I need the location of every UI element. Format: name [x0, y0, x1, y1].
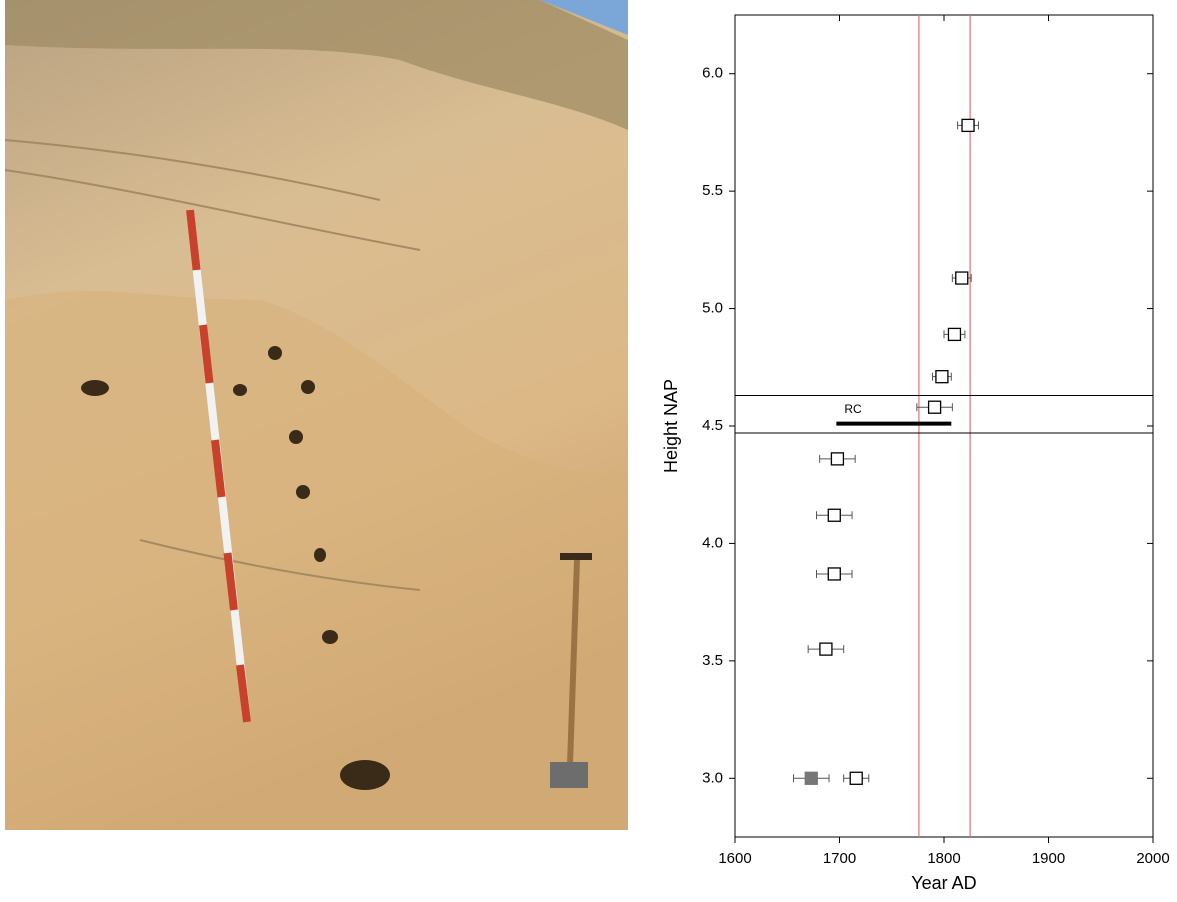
point	[962, 119, 974, 131]
figure: Year AD Height NAP 1600 1700 1800 1900 2000 3…	[0, 0, 1177, 897]
y-tick-label: 5.0	[702, 300, 723, 317]
y-tick-label: 5.5	[702, 182, 723, 199]
point	[948, 328, 960, 340]
range-label: RC	[844, 402, 862, 416]
point	[828, 568, 840, 580]
point	[936, 371, 948, 383]
y-tick-label: 4.5	[702, 417, 723, 434]
point	[929, 401, 941, 413]
x-tick-label: 1700	[823, 850, 856, 867]
plot-frame	[735, 15, 1153, 837]
point	[805, 772, 817, 784]
page: Year AD Height NAP 1600 1700 1800 1900 2000 3…	[0, 0, 1177, 902]
point	[831, 453, 843, 465]
photo	[5, 0, 628, 830]
y-tick-label: 3.0	[702, 769, 723, 786]
y-tick-label: 3.5	[702, 652, 723, 669]
x-axis-title: Year AD	[911, 873, 976, 893]
x-tick-label: 1800	[927, 850, 960, 867]
point	[820, 643, 832, 655]
y-axis-title: Height NAP	[661, 379, 681, 473]
plot: Year AD Height NAP 1600 1700 1800 1900 2000 3…	[661, 15, 1170, 893]
x-tick-label: 1600	[718, 850, 751, 867]
y-tick-label: 6.0	[702, 65, 723, 82]
x-tick-label: 2000	[1136, 850, 1169, 867]
y-tick-label: 4.0	[702, 534, 723, 551]
point	[828, 509, 840, 521]
x-tick-label: 1900	[1032, 850, 1065, 867]
point	[850, 772, 862, 784]
point	[956, 272, 968, 284]
